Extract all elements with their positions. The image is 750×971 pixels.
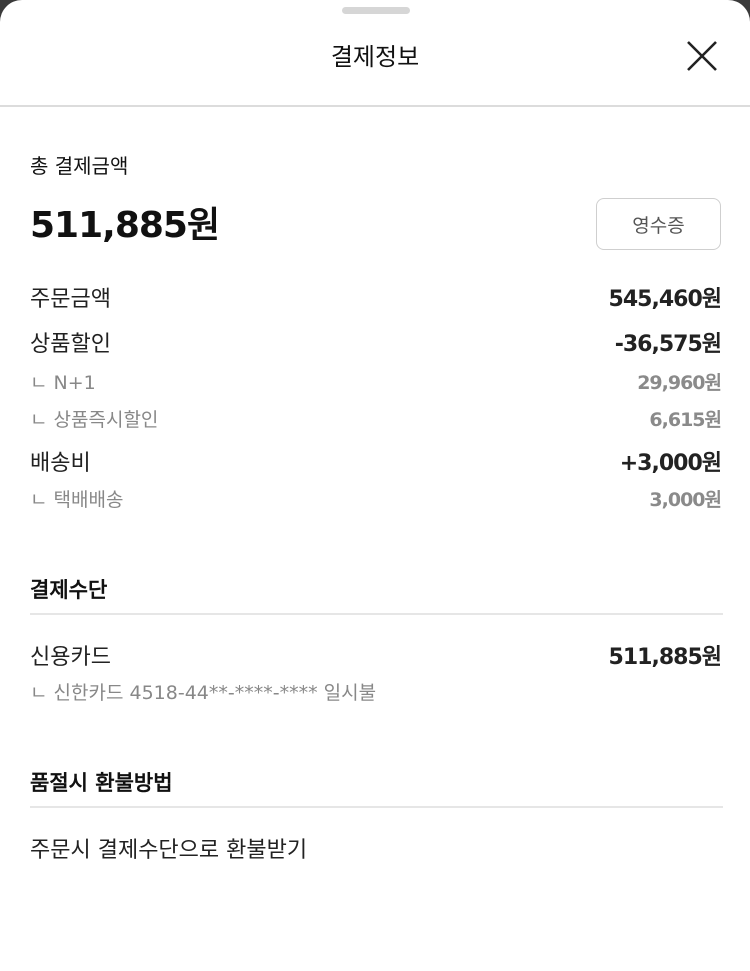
total-amount: 511,885원 xyxy=(30,205,220,246)
payment-method-divider xyxy=(30,613,723,615)
instant-discount-label: ㄴ 상품즉시할인 xyxy=(30,409,159,431)
refund-divider xyxy=(30,806,723,808)
n-plus-1-value: 29,960원 xyxy=(637,372,722,394)
sheet-title: 결제정보 xyxy=(330,43,420,71)
header-divider xyxy=(0,105,750,107)
receipt-button[interactable]: 영수증 xyxy=(596,198,721,250)
order-amount-value: 545,460원 xyxy=(608,287,722,312)
product-discount-label: 상품할인 xyxy=(30,332,111,357)
shipping-fee-label: 배송비 xyxy=(30,451,91,476)
product-discount-value: -36,575원 xyxy=(614,332,722,357)
card-detail: ㄴ 신한카드 4518-44**-****-**** 일시불 xyxy=(30,682,377,704)
parcel-delivery-label: ㄴ 택배배송 xyxy=(30,489,124,511)
n-plus-1-label: ㄴ N+1 xyxy=(30,372,96,394)
refund-method: 주문시 결제수단으로 환불받기 xyxy=(30,838,308,863)
close-icon[interactable] xyxy=(684,38,720,74)
payment-method-name: 신용카드 xyxy=(30,645,111,670)
instant-discount-value: 6,615원 xyxy=(649,409,722,431)
drag-handle[interactable] xyxy=(342,7,410,14)
order-amount-label: 주문금액 xyxy=(30,287,111,312)
parcel-delivery-value: 3,000원 xyxy=(649,489,722,511)
total-label: 총 결제금액 xyxy=(30,154,129,178)
payment-method-amount: 511,885원 xyxy=(608,645,722,670)
shipping-fee-value: +3,000원 xyxy=(619,451,722,476)
refund-title: 품절시 환불방법 xyxy=(30,771,173,795)
payment-method-title: 결제수단 xyxy=(30,578,108,602)
